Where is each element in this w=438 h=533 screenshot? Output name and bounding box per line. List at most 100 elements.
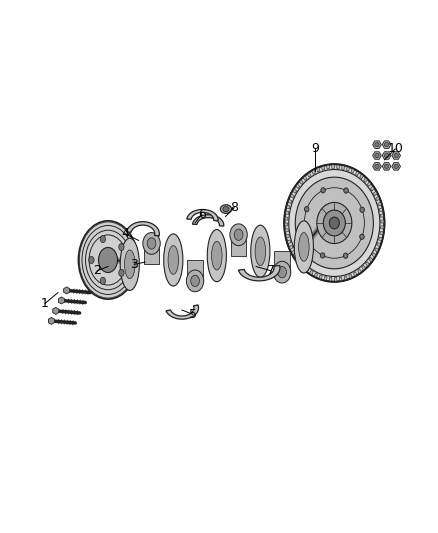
- Polygon shape: [285, 229, 288, 232]
- Circle shape: [375, 164, 379, 168]
- Ellipse shape: [329, 217, 339, 229]
- Ellipse shape: [220, 205, 232, 213]
- Polygon shape: [379, 208, 383, 212]
- Ellipse shape: [255, 237, 265, 265]
- Polygon shape: [374, 248, 379, 252]
- Polygon shape: [378, 202, 382, 206]
- Polygon shape: [296, 184, 300, 189]
- Ellipse shape: [124, 250, 135, 279]
- Polygon shape: [344, 276, 347, 280]
- Polygon shape: [314, 273, 318, 278]
- Polygon shape: [392, 152, 400, 159]
- Polygon shape: [367, 181, 371, 187]
- Ellipse shape: [99, 247, 117, 272]
- Polygon shape: [290, 193, 294, 198]
- Polygon shape: [231, 235, 247, 256]
- Text: 10: 10: [387, 142, 403, 156]
- Polygon shape: [329, 277, 332, 281]
- Circle shape: [394, 164, 398, 168]
- Polygon shape: [334, 278, 337, 282]
- Ellipse shape: [89, 256, 94, 263]
- Ellipse shape: [78, 221, 138, 299]
- Ellipse shape: [223, 206, 229, 212]
- Circle shape: [375, 142, 379, 147]
- Text: 2: 2: [93, 264, 101, 277]
- Polygon shape: [369, 257, 373, 262]
- Polygon shape: [285, 211, 289, 214]
- Polygon shape: [305, 267, 309, 272]
- Polygon shape: [381, 226, 384, 229]
- Polygon shape: [58, 297, 64, 304]
- Polygon shape: [356, 171, 359, 176]
- Text: 7: 7: [267, 264, 275, 277]
- Circle shape: [385, 142, 389, 147]
- Ellipse shape: [344, 188, 348, 193]
- Polygon shape: [378, 237, 383, 241]
- Polygon shape: [309, 270, 313, 276]
- Polygon shape: [351, 168, 355, 173]
- Polygon shape: [382, 152, 391, 159]
- Polygon shape: [376, 196, 380, 201]
- Ellipse shape: [100, 236, 106, 243]
- Polygon shape: [287, 240, 291, 244]
- Polygon shape: [288, 199, 292, 204]
- Polygon shape: [337, 164, 339, 168]
- Ellipse shape: [304, 233, 309, 239]
- Polygon shape: [289, 245, 293, 249]
- Polygon shape: [286, 205, 290, 209]
- Polygon shape: [360, 174, 364, 179]
- Polygon shape: [53, 308, 59, 314]
- Polygon shape: [373, 141, 381, 148]
- Ellipse shape: [251, 225, 270, 277]
- Polygon shape: [294, 255, 298, 260]
- Polygon shape: [286, 235, 290, 238]
- Ellipse shape: [278, 266, 286, 278]
- Polygon shape: [362, 265, 366, 271]
- Ellipse shape: [360, 234, 364, 239]
- Polygon shape: [292, 189, 297, 193]
- Polygon shape: [382, 163, 391, 170]
- Ellipse shape: [284, 164, 385, 282]
- Ellipse shape: [294, 221, 314, 273]
- Polygon shape: [326, 165, 329, 169]
- Polygon shape: [274, 251, 290, 272]
- Text: 1: 1: [41, 297, 49, 310]
- Ellipse shape: [295, 177, 373, 269]
- Text: 5: 5: [189, 308, 197, 321]
- Polygon shape: [64, 287, 70, 294]
- Polygon shape: [353, 272, 357, 277]
- Polygon shape: [377, 243, 381, 247]
- Polygon shape: [332, 164, 334, 168]
- Polygon shape: [319, 275, 322, 280]
- Polygon shape: [392, 163, 400, 170]
- Polygon shape: [144, 244, 159, 264]
- Polygon shape: [365, 262, 370, 266]
- Ellipse shape: [100, 277, 106, 285]
- Polygon shape: [373, 191, 378, 196]
- Polygon shape: [238, 265, 280, 281]
- Polygon shape: [193, 215, 224, 226]
- Polygon shape: [291, 251, 295, 255]
- Ellipse shape: [207, 230, 226, 282]
- Ellipse shape: [320, 253, 325, 258]
- Polygon shape: [299, 179, 303, 184]
- Ellipse shape: [321, 188, 325, 193]
- Text: 4: 4: [121, 228, 129, 240]
- Ellipse shape: [317, 203, 352, 244]
- Polygon shape: [166, 305, 198, 319]
- Polygon shape: [349, 274, 352, 279]
- Circle shape: [385, 164, 389, 168]
- Polygon shape: [303, 175, 307, 181]
- Polygon shape: [311, 169, 315, 174]
- Polygon shape: [49, 318, 54, 325]
- Polygon shape: [284, 223, 288, 226]
- Polygon shape: [187, 209, 218, 221]
- Circle shape: [385, 154, 389, 158]
- Ellipse shape: [323, 210, 345, 236]
- Polygon shape: [346, 166, 350, 171]
- Text: 3: 3: [130, 258, 138, 271]
- Polygon shape: [371, 186, 375, 191]
- Polygon shape: [364, 177, 368, 182]
- Ellipse shape: [119, 244, 124, 251]
- Text: 6: 6: [198, 208, 205, 221]
